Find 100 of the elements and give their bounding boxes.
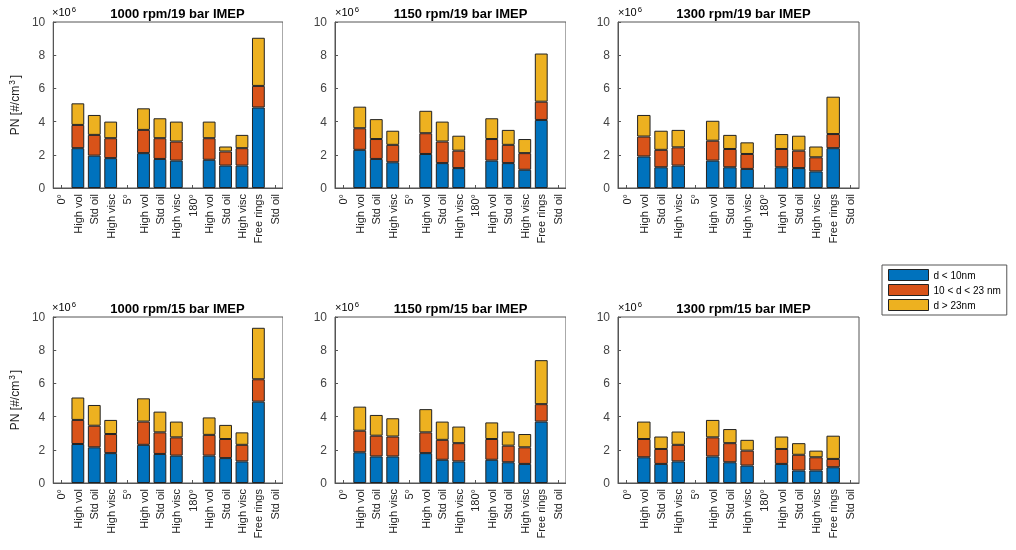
x-tick-label: 180° <box>469 194 482 217</box>
x-tick-label: High visc <box>518 488 531 534</box>
y-tick-label: 0 <box>320 181 328 195</box>
y-tick-label: 4 <box>38 114 46 129</box>
x-tick-label: Std oil <box>219 194 232 225</box>
y-tick-label: 10 <box>31 15 46 29</box>
x-tick-label: High vol <box>775 489 788 529</box>
x-tick-label: 5° <box>689 489 702 500</box>
y-tick-label: 0 <box>603 476 611 490</box>
x-tick-label: Std oil <box>219 489 232 520</box>
x-tick-label: 5° <box>403 194 416 205</box>
x-tick-label: High visc <box>809 488 822 534</box>
y-tick-label: 2 <box>320 147 328 162</box>
y-tick-label: 8 <box>38 48 46 63</box>
chart-title: 1000 rpm/19 bar IMEP <box>110 6 246 21</box>
x-tick-label: Std oil <box>655 194 668 225</box>
y-tick-label: 10 <box>596 310 611 324</box>
x-tick-label: High visc <box>235 488 248 534</box>
x-tick-label: High vol <box>203 489 216 529</box>
x-tick-label: High vol <box>485 489 498 529</box>
x-tick-label: High vol <box>137 194 150 234</box>
y-tick-label: 4 <box>320 114 328 129</box>
x-tick-label: High visc <box>235 193 248 239</box>
x-tick-label: High vol <box>706 194 719 234</box>
y-tick-label: 6 <box>320 81 328 96</box>
chart-title: 1150 rpm/19 bar IMEP <box>393 6 528 21</box>
x-tick-label: High vol <box>706 489 719 529</box>
y-tick-label: 2 <box>603 147 611 162</box>
x-tick-label: High vol <box>71 489 84 529</box>
x-tick-label: Free rings <box>535 488 548 539</box>
x-tick-label: High vol <box>775 194 788 234</box>
x-tick-label: Free rings <box>827 193 840 244</box>
x-tick-label: High vol <box>419 194 432 234</box>
y-axis-title: PN [#/cm3] <box>7 369 22 431</box>
legend-label: 10 < d < 23 nm <box>933 284 1001 296</box>
x-tick-label: Std oil <box>153 194 166 225</box>
x-tick-label: 180° <box>469 489 482 512</box>
x-tick-label: High visc <box>170 488 183 534</box>
x-tick-label: High visc <box>672 488 685 534</box>
x-tick-label: 5° <box>121 489 134 500</box>
x-tick-label: 180° <box>758 489 771 512</box>
y-tick-label: 10 <box>313 310 328 324</box>
x-tick-label: High visc <box>170 193 183 239</box>
x-tick-label: Std oil <box>723 489 736 520</box>
y-tick-label: 2 <box>38 442 46 457</box>
y-tick-label: 6 <box>603 376 611 391</box>
x-tick-label: Std oil <box>844 194 857 225</box>
x-tick-label: Std oil <box>268 489 281 520</box>
x-tick-label: High vol <box>353 489 366 529</box>
y-tick-label: 8 <box>603 48 611 63</box>
x-tick-label: High visc <box>452 488 465 534</box>
legend-label: d > 23nm <box>933 299 976 311</box>
x-tick-label: Std oil <box>370 489 383 520</box>
chart-title: 1300 rpm/15 bar IMEP <box>676 301 812 316</box>
y-tick-label: 6 <box>603 81 611 96</box>
x-tick-label: High vol <box>637 489 650 529</box>
x-tick-label: High visc <box>518 193 531 239</box>
y-tick-label: 8 <box>38 343 46 358</box>
x-tick-label: Std oil <box>153 489 166 520</box>
y-axis-title: PN [#/cm3] <box>7 74 22 136</box>
x-tick-label: High vol <box>353 194 366 234</box>
x-tick-label: High visc <box>741 193 754 239</box>
y-tick-label: 0 <box>320 476 328 490</box>
legend-label: d < 10nm <box>933 269 976 281</box>
y-tick-label: 10 <box>31 310 46 324</box>
chart-title: 1150 rpm/15 bar IMEP <box>393 301 528 316</box>
x-tick-label: High visc <box>741 488 754 534</box>
x-tick-label: High vol <box>419 489 432 529</box>
x-tick-label: Std oil <box>88 489 101 520</box>
y-tick-label: 6 <box>38 376 46 391</box>
x-tick-label: High visc <box>104 193 117 239</box>
y-tick-label: 8 <box>320 48 328 63</box>
x-tick-label: Free rings <box>827 488 840 539</box>
x-tick-label: 0° <box>337 194 350 205</box>
x-tick-label: 0° <box>620 489 633 500</box>
y-tick-label: 4 <box>320 409 328 424</box>
x-tick-label: Std oil <box>792 194 805 225</box>
x-tick-label: Std oil <box>551 489 564 520</box>
x-tick-label: Std oil <box>436 489 449 520</box>
x-tick-label: High vol <box>203 194 216 234</box>
x-tick-label: High vol <box>71 194 84 234</box>
x-tick-label: Std oil <box>551 194 564 225</box>
chart-title: 1300 rpm/19 bar IMEP <box>676 6 812 21</box>
x-tick-label: 0° <box>55 489 68 500</box>
y-tick-label: 4 <box>38 409 46 424</box>
y-tick-label: 0 <box>38 476 46 490</box>
x-tick-label: 0° <box>337 489 350 500</box>
y-tick-label: 4 <box>603 114 611 129</box>
x-tick-label: High vol <box>637 194 650 234</box>
x-tick-label: High visc <box>104 488 117 534</box>
x-tick-label: Free rings <box>535 193 548 244</box>
y-tick-label: 2 <box>320 442 328 457</box>
y-tick-label: 0 <box>603 181 611 195</box>
x-tick-label: High vol <box>485 194 498 234</box>
x-tick-label: Std oil <box>844 489 857 520</box>
x-tick-label: 180° <box>186 489 199 512</box>
x-tick-label: Std oil <box>792 489 805 520</box>
y-tick-label: 6 <box>38 81 46 96</box>
chart-title: 1000 rpm/15 bar IMEP <box>110 301 246 316</box>
y-tick-label: 2 <box>603 442 611 457</box>
